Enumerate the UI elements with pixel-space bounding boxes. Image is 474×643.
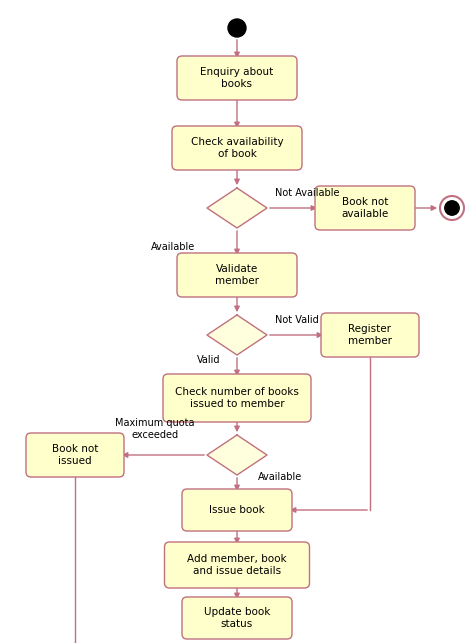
Text: Maximum quota
exceeded: Maximum quota exceeded	[116, 419, 195, 440]
Polygon shape	[207, 315, 267, 355]
FancyBboxPatch shape	[177, 56, 297, 100]
Text: Not Available: Not Available	[275, 188, 339, 198]
Text: Check availability
of book: Check availability of book	[191, 137, 283, 159]
Text: Issue book: Issue book	[209, 505, 265, 515]
Text: Check number of books
issued to member: Check number of books issued to member	[175, 387, 299, 409]
Text: Validate
member: Validate member	[215, 264, 259, 285]
FancyBboxPatch shape	[26, 433, 124, 477]
Circle shape	[445, 201, 459, 215]
Text: Valid: Valid	[197, 355, 220, 365]
Text: Not Valid: Not Valid	[275, 315, 319, 325]
Text: Book not
issued: Book not issued	[52, 444, 98, 466]
FancyBboxPatch shape	[177, 253, 297, 297]
Text: Available: Available	[151, 242, 195, 252]
Circle shape	[228, 19, 246, 37]
Text: Register
member: Register member	[348, 324, 392, 346]
FancyBboxPatch shape	[163, 374, 311, 422]
Polygon shape	[207, 188, 267, 228]
FancyBboxPatch shape	[315, 186, 415, 230]
Circle shape	[440, 196, 464, 220]
Text: Available: Available	[258, 472, 302, 482]
FancyBboxPatch shape	[164, 542, 310, 588]
FancyBboxPatch shape	[172, 126, 302, 170]
Text: Enquiry about
books: Enquiry about books	[201, 68, 273, 89]
Text: Add member, book
and issue details: Add member, book and issue details	[187, 554, 287, 575]
Polygon shape	[207, 435, 267, 475]
Text: Update book
status: Update book status	[204, 607, 270, 629]
Text: Book not
available: Book not available	[341, 197, 389, 219]
FancyBboxPatch shape	[321, 313, 419, 357]
FancyBboxPatch shape	[182, 597, 292, 639]
FancyBboxPatch shape	[182, 489, 292, 531]
